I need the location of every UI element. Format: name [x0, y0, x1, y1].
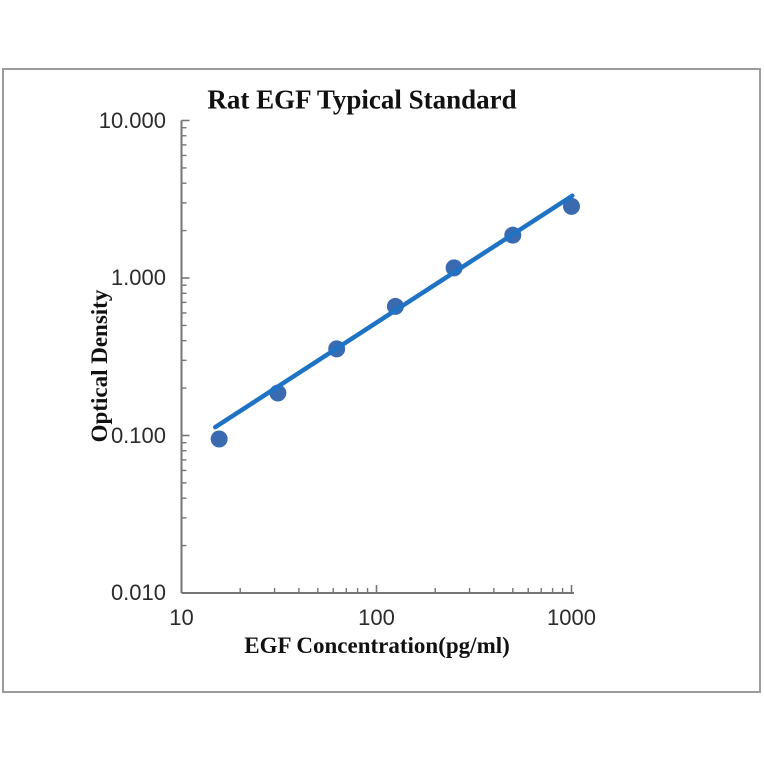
y-tick-label: 0.100: [110, 422, 166, 448]
y-tick-label: 0.010: [110, 580, 166, 605]
y-axis-title: Optical Density: [87, 289, 112, 443]
data-point-marker: [563, 197, 580, 215]
data-point-marker: [210, 430, 228, 448]
x-tick-label: 100: [358, 605, 395, 630]
y-tick-label: 10.000: [98, 107, 166, 133]
chart-title: Rat EGF Typical Standard: [207, 84, 517, 115]
x-axis-title: EGF Concentration(pg/ml): [244, 633, 510, 658]
x-tick-label: 10: [169, 605, 194, 630]
trend-line: [213, 193, 575, 430]
y-tick-label: 1.000: [110, 265, 166, 290]
figure-frame: [2, 68, 761, 693]
x-tick-label: 1000: [547, 605, 596, 630]
